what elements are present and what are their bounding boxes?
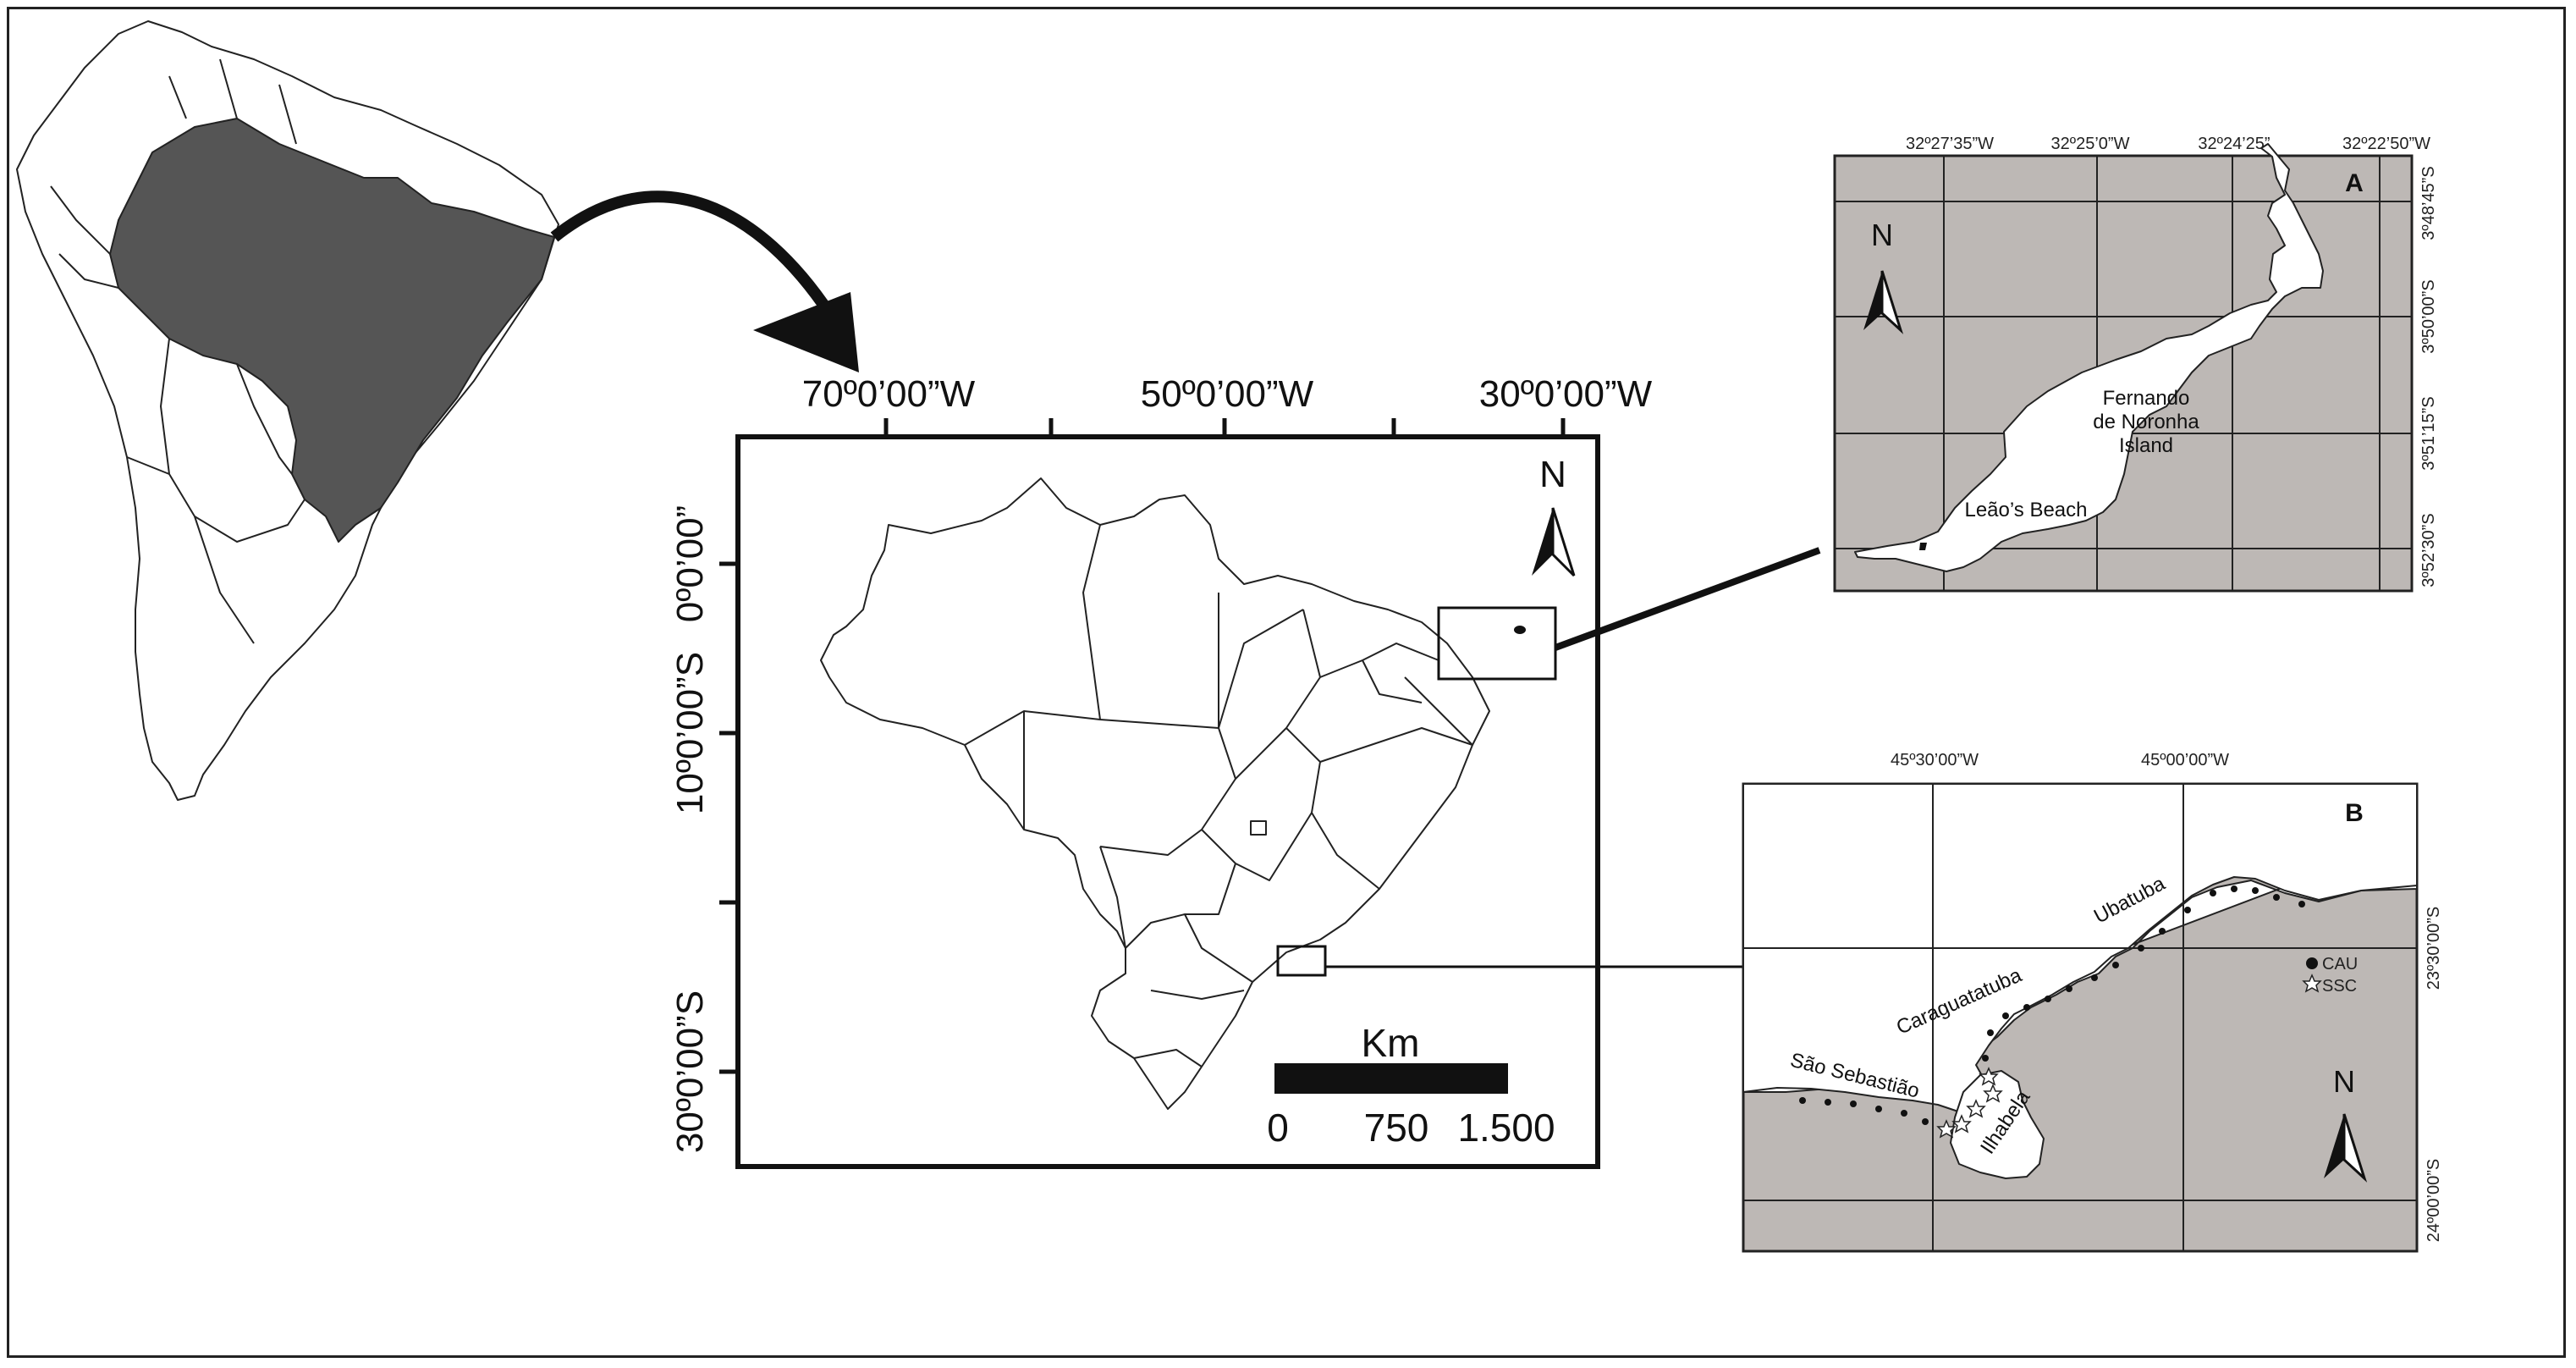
north-label-main: N <box>1539 454 1566 495</box>
main-lat-label-1: 0º0’00” <box>669 505 711 622</box>
inset-a-lat-2: 3º50’00”S <box>2419 279 2438 353</box>
scale-tick-750: 750 <box>1364 1106 1429 1150</box>
south-america-map <box>16 20 559 801</box>
inset-b-lat-1: 23º30’00”S <box>2425 907 2443 990</box>
connector-line-a <box>1554 547 1821 651</box>
legend-cau-label: CAU <box>2322 955 2358 974</box>
main-lat-label-2: 10º0’00”S <box>669 652 711 814</box>
scale-bar: Km 0 750 1.500 <box>1267 1021 1555 1150</box>
neighbor-borders <box>50 58 305 644</box>
south-america-outline <box>16 20 559 801</box>
noronha-dot <box>1514 626 1526 634</box>
inset-a-lat-4: 3º52’30”S <box>2419 513 2438 587</box>
inset-b-grid <box>1743 784 2417 1251</box>
inset-b-legend: CAU SSC <box>2302 955 2358 996</box>
brazil-highlight <box>109 118 555 543</box>
inset-b-lon-2: 45º00’00”W <box>2141 751 2229 770</box>
island-label-line-2: de Noronha <box>2093 411 2199 433</box>
ssc-sampling-points <box>1936 1067 2003 1139</box>
north-label-b: N <box>2333 1064 2355 1099</box>
inset-a-lon-1: 32º27’35”W <box>1906 135 1994 153</box>
island-label-line-1: Fernando <box>2103 387 2190 410</box>
noronha-island <box>1854 143 2324 572</box>
inset-a-map: A 32º27’35”W 32º25’0”W 32º24’25” 32º22’5… <box>1833 135 2438 593</box>
scale-tick-0: 0 <box>1267 1106 1289 1150</box>
noronha-locator-box <box>1437 606 1557 681</box>
cau-sampling-points <box>1799 885 2305 1125</box>
zoom-arrow <box>550 190 859 372</box>
scale-bar-rect <box>1274 1063 1508 1094</box>
inset-b-lon-1: 45º30’00”W <box>1891 751 1979 770</box>
north-label-a: N <box>1871 218 1893 252</box>
inset-b-map: Ubatuba Caraguatatuba São Sebastião Ilha… <box>1742 751 2443 1253</box>
legend-cau-symbol <box>2306 957 2318 969</box>
leao-beach-label: Leão’s Beach <box>1964 499 2087 521</box>
sp-coast-locator-box <box>1276 945 1327 977</box>
federal-district <box>1250 820 1267 836</box>
legend-ssc-label: SSC <box>2322 977 2357 996</box>
inset-a-lon-3: 32º24’25” <box>2198 135 2270 153</box>
inset-a-panel-label: A <box>2345 169 2364 197</box>
ilhabela-island <box>1950 1070 2045 1179</box>
main-lat-label-3: 30º0’00”S <box>669 990 711 1153</box>
main-map-lon-ticks <box>883 418 1566 437</box>
inset-a-lon-2: 32º25’0”W <box>2051 135 2130 153</box>
main-lon-label-3: 30º0’00”W <box>1479 373 1653 415</box>
leao-beach-marker <box>1919 543 1927 550</box>
main-lon-label-2: 50º0’00”W <box>1141 373 1314 415</box>
brazil-states <box>820 477 1490 1110</box>
scale-unit-label: Km <box>1362 1021 1420 1065</box>
inset-a-lat-1: 3º48’45”S <box>2419 166 2438 240</box>
main-lon-label-1: 70º0’00”W <box>802 373 976 415</box>
north-arrow-main: N <box>1532 454 1576 577</box>
brazil-main-map: 70º0’00”W 50º0’00”W 30º0’00”W 0º0’00” 10… <box>669 373 1821 1169</box>
inset-b-panel-label: B <box>2345 799 2364 827</box>
scale-tick-1500: 1.500 <box>1457 1106 1555 1150</box>
brazil-outline <box>820 477 1490 1110</box>
figure-frame <box>7 7 2566 1358</box>
inset-b-lat-2: 24º00’00”S <box>2425 1159 2443 1243</box>
main-map-lat-ticks <box>719 561 738 1074</box>
island-label-line-3: Island <box>2119 434 2173 457</box>
inset-a-lat-3: 3º51’15”S <box>2419 396 2438 470</box>
legend-ssc-symbol <box>2302 974 2322 993</box>
state-borders <box>964 524 1473 1067</box>
north-arrow-a: N <box>1863 218 1904 334</box>
inset-a-lon-4: 32º22’50”W <box>2342 135 2430 153</box>
north-arrow-b: N <box>2324 1064 2368 1183</box>
